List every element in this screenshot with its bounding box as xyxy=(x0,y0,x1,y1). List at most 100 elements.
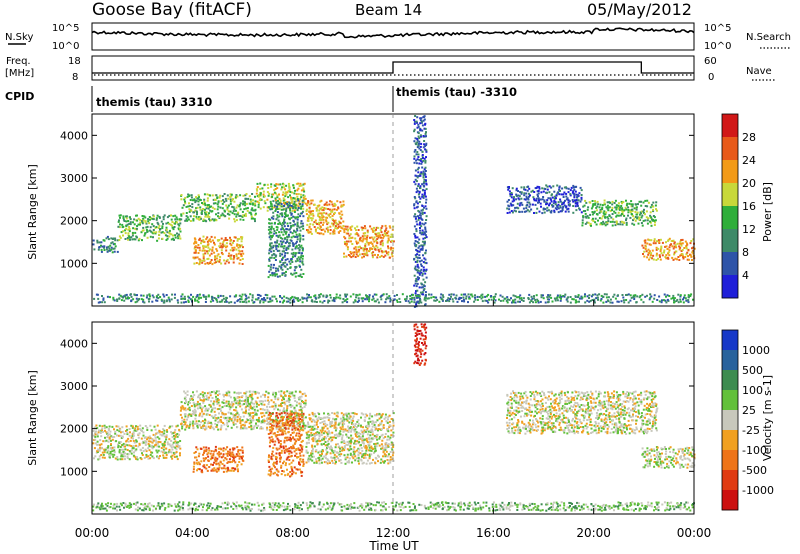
heatmap-cell xyxy=(386,252,388,255)
heatmap-cell xyxy=(205,207,208,210)
heatmap-cell xyxy=(220,245,223,248)
heatmap-cell xyxy=(220,452,222,455)
heatmap-cell xyxy=(269,474,272,477)
heatmap-cell xyxy=(237,413,240,416)
heatmap-cell xyxy=(268,192,271,195)
heatmap-cell xyxy=(217,428,220,431)
heatmap-cell xyxy=(168,232,171,234)
heatmap-cell xyxy=(205,457,207,460)
heatmap-cell xyxy=(309,231,312,234)
heatmap-cell xyxy=(109,244,112,247)
heatmap-cell xyxy=(259,187,262,190)
heatmap-cell xyxy=(145,222,148,225)
heatmap-cell xyxy=(547,209,550,212)
heatmap-cell xyxy=(227,261,230,264)
heatmap-cell xyxy=(125,217,128,220)
heatmap-cell xyxy=(187,401,190,404)
heatmap-cell xyxy=(296,227,298,230)
heatmap-cell xyxy=(145,440,148,443)
heatmap-cell xyxy=(528,187,531,190)
beam-title: Beam 14 xyxy=(355,1,422,19)
heatmap-cell xyxy=(387,251,390,254)
heatmap-cell xyxy=(244,399,247,402)
heatmap-cell xyxy=(658,241,661,244)
heatmap-cell xyxy=(171,221,174,223)
heatmap-cell xyxy=(220,237,223,240)
heatmap-cell xyxy=(285,228,288,230)
heatmap-cell xyxy=(692,238,695,241)
heatmap-cell xyxy=(208,421,211,424)
heatmap-cell xyxy=(426,297,429,300)
heatmap-cell xyxy=(564,293,567,296)
cpid-segment-1: themis (tau) 3310 xyxy=(96,95,212,109)
heatmap-cell xyxy=(235,215,238,218)
heatmap-cell xyxy=(687,294,690,297)
heatmap-cell xyxy=(211,246,214,249)
heatmap-cell xyxy=(122,448,125,451)
heatmap-cell xyxy=(527,185,530,188)
heatmap-cell xyxy=(227,210,230,213)
heatmap-cell xyxy=(165,454,168,456)
heatmap-cell xyxy=(333,229,335,232)
heatmap-cell xyxy=(280,451,283,454)
heatmap-cell xyxy=(416,137,419,140)
heatmap-cell xyxy=(240,463,243,466)
heatmap-cell xyxy=(280,188,283,191)
heatmap-cell xyxy=(375,233,377,236)
heatmap-cell xyxy=(101,427,104,430)
heatmap-cell xyxy=(422,289,425,292)
heatmap-cell xyxy=(582,205,585,208)
heatmap-cell xyxy=(284,195,287,198)
heatmap-cell xyxy=(124,294,127,297)
heatmap-cell xyxy=(210,252,213,255)
heatmap-cell xyxy=(344,237,347,240)
power-heatmap-cells xyxy=(92,115,696,308)
heatmap-cell xyxy=(301,249,304,252)
heatmap-cell xyxy=(206,215,209,218)
heatmap-cell xyxy=(125,225,128,228)
heatmap-cell xyxy=(188,296,191,299)
heatmap-cell xyxy=(294,246,297,249)
heatmap-cell xyxy=(193,242,196,245)
heatmap-cell xyxy=(217,394,219,397)
heatmap-cell xyxy=(256,396,259,399)
heatmap-cell xyxy=(215,459,218,462)
heatmap-cell xyxy=(413,150,416,153)
heatmap-cell xyxy=(294,242,297,245)
heatmap-cell xyxy=(590,207,593,210)
heatmap-cell xyxy=(637,203,639,206)
heatmap-cell xyxy=(504,297,507,300)
heatmap-cell xyxy=(226,466,229,469)
heatmap-cell xyxy=(220,456,223,459)
heatmap-cell xyxy=(648,250,651,253)
heatmap-cell xyxy=(238,205,241,208)
heatmap-cell xyxy=(276,241,278,244)
heatmap-cell xyxy=(299,240,301,243)
heatmap-cell xyxy=(250,200,253,203)
heatmap-cell xyxy=(649,220,651,223)
heatmap-cell xyxy=(593,210,596,213)
heatmap-cell xyxy=(217,212,220,215)
heatmap-cell xyxy=(257,424,260,427)
heatmap-cell xyxy=(279,199,282,202)
heatmap-cell xyxy=(200,421,203,424)
heatmap-cell xyxy=(222,399,225,402)
heatmap-cell xyxy=(163,301,166,304)
heatmap-cell xyxy=(207,207,210,210)
heatmap-cell xyxy=(281,213,284,216)
heatmap-cell xyxy=(299,245,302,248)
heatmap-cell xyxy=(275,422,278,425)
heatmap-cell xyxy=(135,444,137,447)
heatmap-cell xyxy=(202,203,205,206)
heatmap-cell xyxy=(222,214,225,217)
heatmap-cell xyxy=(279,260,282,263)
heatmap-cell xyxy=(217,401,220,404)
heatmap-cell xyxy=(209,427,212,430)
heatmap-cell xyxy=(417,209,420,212)
heatmap-cell xyxy=(268,445,271,448)
heatmap-cell xyxy=(578,208,581,211)
heatmap-cell xyxy=(692,298,694,301)
heatmap-cell xyxy=(167,443,170,446)
heatmap-cell xyxy=(565,298,568,301)
heatmap-cell xyxy=(416,282,419,285)
